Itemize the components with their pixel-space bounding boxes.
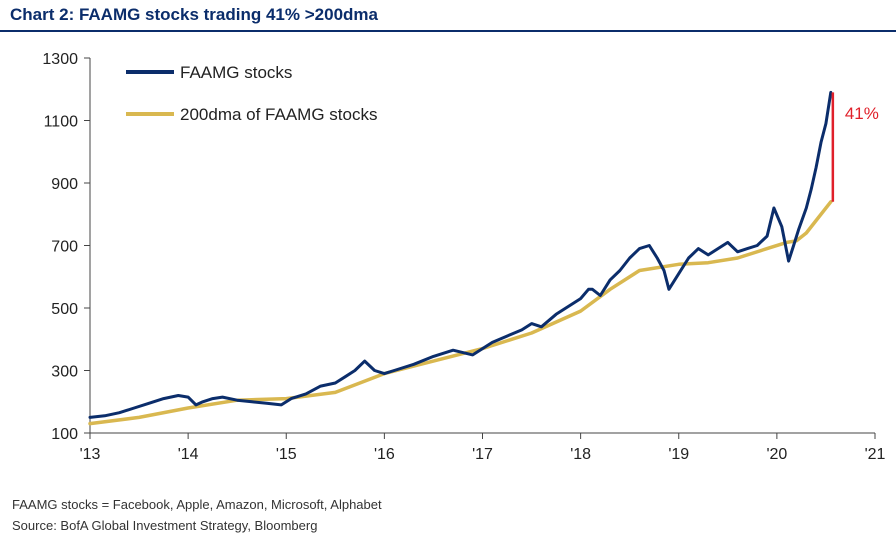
y-tick-label: 500	[51, 301, 78, 318]
footnote-faamg-definition: FAAMG stocks = Facebook, Apple, Amazon, …	[12, 497, 382, 512]
y-tick-label: 1300	[42, 51, 78, 68]
legend-label: 200dma of FAAMG stocks	[180, 105, 377, 124]
x-tick-label: '13	[80, 446, 101, 463]
title-bar: Chart 2: FAAMG stocks trading 41% >200dm…	[0, 0, 896, 32]
chart-title: Chart 2: FAAMG stocks trading 41% >200dm…	[10, 5, 378, 24]
x-tick-label: '18	[570, 446, 591, 463]
x-tick-label: '16	[374, 446, 395, 463]
x-tick-label: '14	[178, 446, 199, 463]
y-tick-label: 700	[51, 239, 78, 256]
faamg-stocks-line	[88, 90, 833, 419]
y-tick-label: 1100	[44, 114, 79, 131]
x-tick-label: '15	[276, 446, 297, 463]
footnote-source: Source: BofA Global Investment Strategy,…	[12, 518, 318, 533]
y-tick-label: 100	[51, 426, 78, 443]
y-tick-label: 300	[51, 364, 78, 381]
dma200-line	[88, 200, 833, 426]
y-tick-label: 900	[51, 176, 78, 193]
legend-label: FAAMG stocks	[180, 63, 292, 82]
x-tick-label: '21	[865, 446, 886, 463]
x-tick-label: '19	[668, 446, 689, 463]
x-tick-label: '20	[766, 446, 787, 463]
x-tick-label: '17	[472, 446, 493, 463]
gap-annotation-label: 41%	[845, 104, 879, 123]
